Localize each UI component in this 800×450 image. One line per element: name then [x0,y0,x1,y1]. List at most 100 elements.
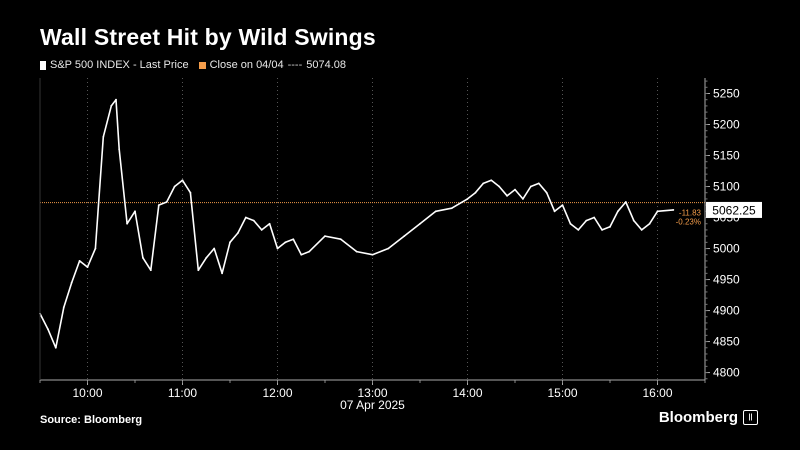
price-point [522,198,524,200]
price-point [221,272,223,275]
price-point [474,191,477,194]
price-point [181,179,184,182]
price-point [189,191,192,194]
price-point [577,229,580,231]
y-tick-label: 5100 [713,180,740,194]
y-tick-label: 5150 [713,149,740,163]
price-point [268,222,271,225]
price-point [609,225,611,228]
price-point [482,182,485,185]
price-point [94,247,97,250]
x-tick-label: 13:00 [357,386,387,400]
change-label: -0.23% [676,218,701,227]
price-point [197,269,200,272]
y-tick-label: 4800 [713,366,740,380]
price-point [624,201,627,203]
price-point [244,216,247,219]
price-point [70,281,73,284]
price-point [514,188,516,191]
legend-reference-dashes: ---- [287,59,303,71]
legend-reference-value: 5074.08 [306,59,347,71]
brand-logo: Bloomberg || [659,409,758,426]
y-tick-label: 5250 [713,87,740,101]
y-tick-label: 4900 [713,304,740,318]
series-group [39,98,675,349]
price-point [134,210,136,213]
last-value-label: 5062.25 [712,203,756,217]
price-point [110,105,113,107]
price-point [142,256,144,259]
price-point [640,229,643,231]
x-tick-label: 10:00 [72,386,102,400]
chart-title: Wall Street Hit by Wild Swings [40,24,376,50]
y-tick-label: 4850 [713,335,740,349]
price-point [506,194,508,197]
price-point [450,207,453,210]
y-tick-label: 5000 [713,242,740,256]
price-point [593,216,596,219]
price-point [656,210,659,213]
price-point [648,222,651,225]
price-point [490,179,493,182]
x-tick-label: 15:00 [547,386,577,400]
price-point [173,185,176,188]
price-point [498,185,501,188]
last-value-box [706,201,762,218]
y-tick-label: 5200 [713,118,740,132]
price-point [78,260,81,262]
brand-name: Bloomberg [658,409,738,426]
price-point [115,98,117,101]
price-point [537,182,540,185]
price-point [585,219,588,222]
price-point [339,238,342,241]
price-point [205,256,208,259]
price-point [260,229,263,231]
price-point [419,222,421,225]
price-point [213,247,216,250]
price-point [466,198,469,200]
x-axis-label: 07 Apr 2025 [340,398,405,412]
price-point [545,191,548,194]
price-point [118,148,121,151]
price-point [292,238,295,241]
price-point [149,269,152,272]
x-tick-label: 16:00 [642,386,672,400]
price-point [529,185,532,188]
price-point [434,210,437,213]
price-point [561,204,564,207]
change-label: -11.83 [679,209,702,218]
price-point [300,253,303,256]
price-point [308,250,311,253]
y-tick-label: 4950 [713,273,740,287]
series-swatch [40,60,46,70]
price-point [355,250,358,253]
price-point [403,235,406,238]
price-point [229,241,231,244]
price-point [157,204,160,207]
price-point [126,222,128,225]
axes: 10:00 11:00 12:00 13:00 14:00 15:00 16:00 07 Ap… [39,78,740,412]
price-point [86,266,89,269]
reference-swatch [198,61,206,69]
price-point [632,219,635,222]
price-point [617,210,619,213]
price-point [672,209,675,211]
legend-series-label: S&P 500 INDEX - Last Price [50,59,189,71]
price-point [553,210,556,213]
x-tick-label: 12:00 [262,386,292,400]
price-point [54,346,57,349]
brand-mark-icon: || [743,410,758,425]
price-point [237,232,239,234]
price-point [569,222,572,225]
legend-reference-label: Close on 04/04 [209,59,284,71]
price-point [324,235,326,238]
price-point [252,219,255,222]
price-point [387,247,390,250]
price-point [276,247,279,250]
price-point [47,328,49,331]
price-point [601,229,603,231]
price-line [39,98,674,349]
x-tick-label: 11:00 [168,386,197,400]
source-note: Source: Bloomberg [40,414,143,426]
price-point [284,241,287,244]
